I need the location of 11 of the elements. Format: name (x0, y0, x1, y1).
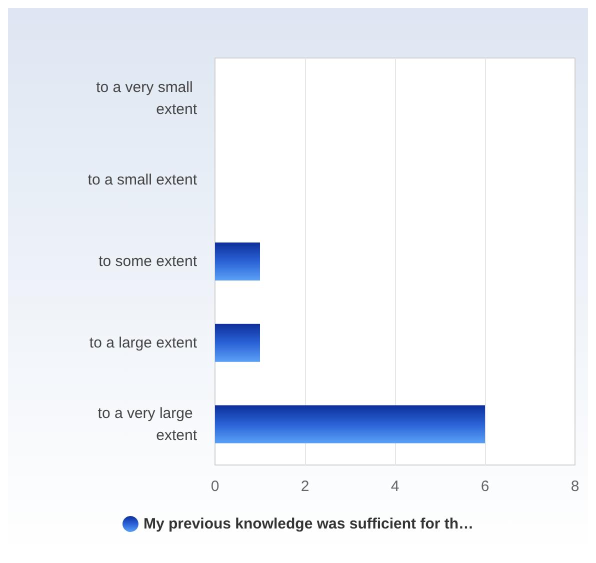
x-tick-label: 6 (480, 478, 490, 495)
x-tick-label: 4 (390, 478, 400, 495)
x-tick-label: 2 (300, 478, 310, 495)
x-tick-label: 0 (210, 478, 220, 495)
y-tick-label: to a very large extent (98, 404, 198, 444)
legend-label: My previous knowledge was sufficient for th… (143, 516, 474, 532)
y-tick-label: to a large extent (89, 334, 198, 352)
x-tick-label: 8 (570, 478, 580, 495)
y-tick-label: to a small extent (88, 172, 198, 189)
y-tick-label: to a very small extent (96, 79, 198, 118)
y-tick-label: to some extent (98, 253, 198, 270)
